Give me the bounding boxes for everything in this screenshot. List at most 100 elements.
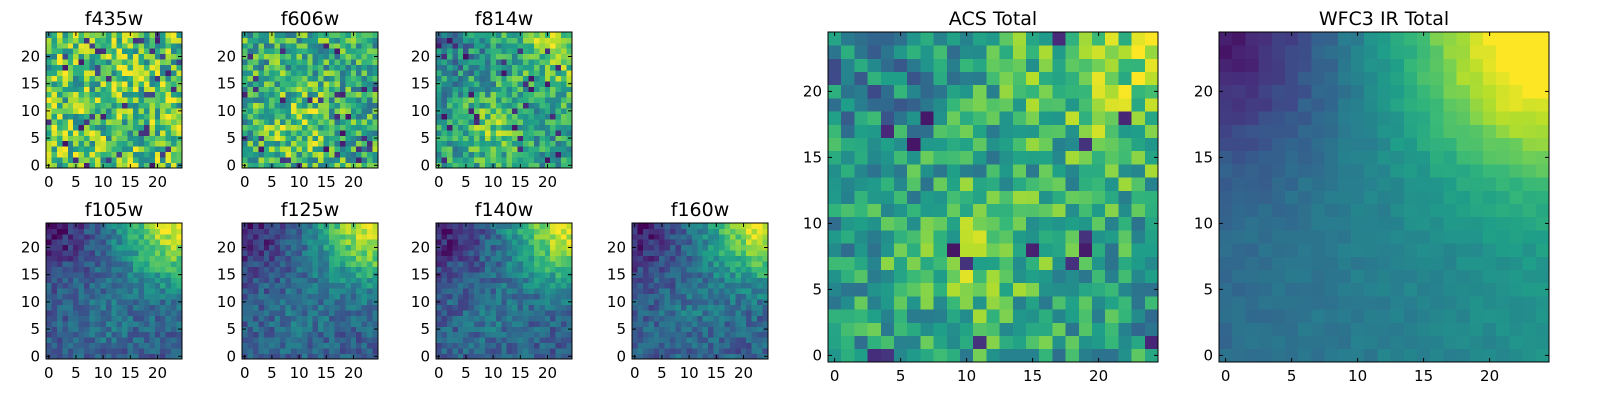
- heatmap-cell: [1012, 348, 1027, 363]
- heatmap-cell: [528, 228, 535, 235]
- heatmap-cell: [89, 119, 96, 125]
- heatmap-cell: [160, 75, 167, 82]
- heatmap-cell: [675, 271, 682, 278]
- heatmap-cell: [1131, 269, 1146, 284]
- heatmap-cell: [637, 282, 644, 289]
- heatmap-cell: [318, 37, 324, 44]
- heatmap-cell: [269, 146, 276, 153]
- heatmap-cell: [269, 53, 276, 60]
- heatmap-cell: [457, 162, 464, 169]
- heatmap-cell: [533, 310, 540, 316]
- heatmap-cell: [484, 293, 491, 300]
- heatmap-cell: [463, 59, 470, 66]
- heatmap-cell: [361, 108, 368, 114]
- heatmap-cell: [490, 124, 497, 131]
- heatmap-cell: [285, 299, 292, 305]
- heatmap-cell: [73, 342, 80, 349]
- heatmap-cell: [501, 48, 508, 55]
- heatmap-cell: [51, 64, 58, 71]
- heatmap-cell: [307, 282, 314, 289]
- heatmap-cell: [999, 256, 1014, 270]
- heatmap-cell: [247, 261, 254, 267]
- heatmap-cell: [116, 271, 123, 278]
- heatmap-cell: [296, 331, 303, 338]
- heatmap-cell: [479, 277, 486, 284]
- heatmap-cell: [94, 157, 101, 163]
- heatmap-cell: [339, 108, 346, 114]
- heatmap-cell: [133, 299, 139, 305]
- heatmap-cell: [479, 102, 486, 109]
- heatmap-cell: [484, 102, 491, 109]
- heatmap-cell: [880, 216, 895, 231]
- heatmap-cell: [116, 75, 123, 82]
- heatmap-cell: [339, 271, 346, 278]
- heatmap-cell: [719, 288, 725, 295]
- heatmap-cell: [854, 177, 868, 191]
- heatmap-cell: [345, 228, 352, 235]
- heatmap-cell: [290, 353, 297, 360]
- heatmap-cell: [523, 102, 529, 109]
- heatmap-cell: [659, 239, 666, 246]
- heatmap-cell: [550, 299, 557, 305]
- heatmap-cell: [697, 282, 704, 289]
- heatmap-cell: [350, 271, 357, 278]
- axes-frame: [241, 222, 379, 360]
- heatmap-cell: [138, 261, 145, 267]
- heatmap-cell: [51, 326, 58, 333]
- heatmap-cell: [933, 309, 948, 323]
- heatmap-cell: [452, 80, 459, 87]
- heatmap-cell: [143, 233, 150, 240]
- heatmap-cell: [51, 331, 58, 338]
- heatmap-cell: [653, 310, 660, 316]
- heatmap-cell: [517, 250, 524, 257]
- heatmap-cell: [702, 299, 709, 305]
- heatmap-cell: [479, 48, 486, 55]
- heatmap-cell: [670, 277, 676, 284]
- heatmap-cell: [350, 113, 357, 120]
- heatmap-cell: [697, 239, 704, 246]
- heatmap-cell: [561, 293, 567, 300]
- heatmap-cell: [94, 348, 101, 354]
- heatmap-cell: [361, 320, 368, 327]
- heatmap-cell: [274, 108, 281, 114]
- heatmap-cell: [361, 59, 368, 66]
- heatmap-cell: [653, 250, 660, 257]
- heatmap-cell: [670, 233, 676, 240]
- heatmap-cell: [512, 32, 518, 38]
- heatmap-cell: [94, 53, 101, 60]
- heatmap-cell: [247, 310, 254, 316]
- heatmap-cell: [495, 32, 502, 38]
- heatmap-cell: [62, 70, 69, 76]
- heatmap-cell: [1131, 348, 1146, 363]
- heatmap-cell: [479, 75, 486, 82]
- heatmap-cell: [1131, 190, 1146, 204]
- heatmap-cell: [653, 348, 660, 354]
- heatmap-cell: [269, 129, 276, 136]
- heatmap-cell: [149, 48, 156, 55]
- heatmap-cell: [441, 304, 448, 311]
- heatmap-cell: [350, 64, 357, 71]
- heatmap-cell: [533, 146, 540, 153]
- heatmap-cell: [290, 320, 297, 327]
- heatmap-cell: [263, 337, 270, 344]
- heatmap-cell: [960, 335, 974, 350]
- heatmap-cell: [841, 203, 855, 218]
- heatmap-cell: [920, 164, 934, 178]
- heatmap-cell: [323, 255, 330, 262]
- heatmap-cell: [735, 250, 742, 257]
- heatmap-cell: [946, 243, 961, 257]
- heatmap-cell: [501, 271, 508, 278]
- heatmap-cell: [345, 64, 352, 71]
- heatmap-cell: [446, 277, 453, 284]
- heatmap-cell: [642, 342, 649, 349]
- heatmap-cell: [127, 80, 134, 87]
- heatmap-cell: [762, 250, 769, 257]
- heatmap-cell: [143, 140, 150, 147]
- heatmap-cell: [854, 309, 868, 323]
- heatmap-cell: [133, 320, 139, 327]
- heatmap-cell: [339, 59, 346, 66]
- heatmap-cell: [350, 337, 357, 344]
- heatmap-cell: [441, 282, 448, 289]
- heatmap-cell: [258, 282, 265, 289]
- heatmap-cell: [724, 293, 731, 300]
